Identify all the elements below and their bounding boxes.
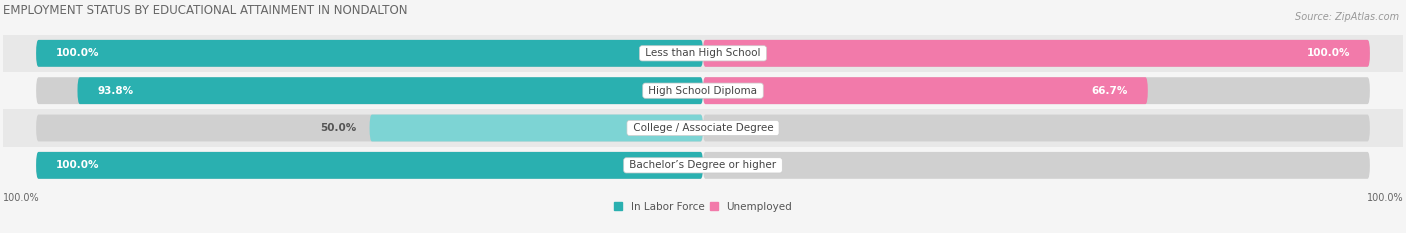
FancyBboxPatch shape [703,40,1369,67]
Text: Source: ZipAtlas.com: Source: ZipAtlas.com [1295,12,1399,22]
Text: EMPLOYMENT STATUS BY EDUCATIONAL ATTAINMENT IN NONDALTON: EMPLOYMENT STATUS BY EDUCATIONAL ATTAINM… [3,4,408,17]
Bar [3,35,1403,72]
Legend: In Labor Force, Unemployed: In Labor Force, Unemployed [610,198,796,216]
Bar [3,72,1403,109]
FancyBboxPatch shape [37,40,703,67]
Text: College / Associate Degree: College / Associate Degree [630,123,776,133]
FancyBboxPatch shape [703,77,1147,104]
Text: 0.0%: 0.0% [716,160,745,170]
Text: 66.7%: 66.7% [1091,86,1128,96]
FancyBboxPatch shape [37,115,703,141]
Bar [3,109,1403,147]
FancyBboxPatch shape [37,40,703,67]
FancyBboxPatch shape [703,40,1369,67]
FancyBboxPatch shape [370,115,703,141]
Text: 100.0%: 100.0% [3,193,39,203]
FancyBboxPatch shape [703,115,1369,141]
FancyBboxPatch shape [37,77,703,104]
FancyBboxPatch shape [37,152,703,179]
Text: 50.0%: 50.0% [321,123,356,133]
Text: 100.0%: 100.0% [56,48,100,58]
Text: 100.0%: 100.0% [56,160,100,170]
Text: 100.0%: 100.0% [1306,48,1350,58]
FancyBboxPatch shape [77,77,703,104]
FancyBboxPatch shape [37,152,703,179]
Text: Less than High School: Less than High School [643,48,763,58]
Text: 0.0%: 0.0% [716,123,745,133]
Text: 100.0%: 100.0% [1367,193,1403,203]
Bar [3,147,1403,184]
FancyBboxPatch shape [703,77,1369,104]
FancyBboxPatch shape [703,152,1369,179]
Text: Bachelor’s Degree or higher: Bachelor’s Degree or higher [626,160,780,170]
Text: 93.8%: 93.8% [97,86,134,96]
Text: High School Diploma: High School Diploma [645,86,761,96]
